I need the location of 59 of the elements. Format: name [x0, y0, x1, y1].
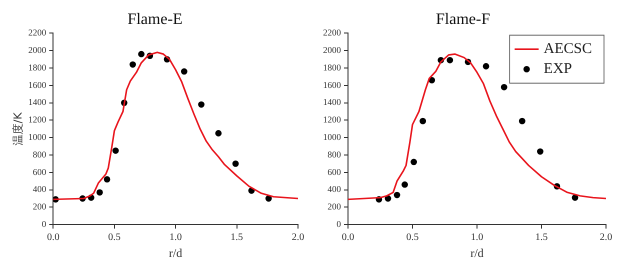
x-tick-label: 0.0 — [46, 232, 60, 244]
y-tick-label: 2200 — [323, 28, 342, 38]
point — [138, 50, 145, 58]
y-tick-label: 800 — [328, 149, 342, 160]
y-tick-label: 600 — [32, 166, 47, 177]
point — [482, 63, 490, 70]
y-tick-label: 400 — [32, 184, 47, 194]
legend-label: EXP — [544, 61, 572, 78]
x-tick-label: 2.0 — [292, 232, 304, 244]
y-tick-label: 1600 — [323, 80, 342, 90]
point — [500, 84, 508, 90]
point — [180, 68, 188, 75]
point — [537, 148, 544, 155]
x-tick-label: 1.0 — [470, 232, 484, 244]
point — [232, 160, 239, 167]
y-tick-label: 400 — [328, 184, 342, 194]
y-tick-label: 1400 — [323, 97, 342, 108]
x-tick-label: 0.5 — [406, 232, 419, 244]
y-tick-label: 1200 — [28, 114, 47, 125]
y-tick-label: 1200 — [323, 114, 342, 125]
point — [518, 118, 526, 124]
y-tick-label: 0 — [336, 218, 342, 229]
point — [215, 130, 222, 136]
point — [130, 61, 136, 68]
y-tick-label: 2000 — [323, 44, 342, 55]
y-tick-label: 1000 — [28, 132, 47, 142]
point — [420, 118, 426, 124]
point — [104, 176, 110, 183]
point — [394, 192, 400, 198]
y-tick-label: 1400 — [28, 97, 47, 108]
y-tick-label: 600 — [328, 166, 342, 177]
x-axis-title: r/d — [470, 246, 484, 260]
point — [402, 181, 408, 188]
y-tick-label: 2200 — [28, 28, 47, 38]
point — [112, 147, 119, 154]
y-tick-label: 800 — [32, 149, 47, 160]
x-tick-label: 1.0 — [169, 232, 182, 244]
y-tick-label: 2000 — [28, 44, 47, 55]
y-tick-label: 0 — [42, 218, 47, 229]
y-tick-label: 200 — [32, 202, 47, 212]
x-axis-title: r/d — [168, 246, 182, 260]
point — [96, 189, 103, 196]
point — [446, 56, 454, 64]
point — [198, 101, 205, 108]
y-tick-label: 1800 — [28, 62, 47, 72]
y-axis-title: 温度/K — [11, 112, 24, 146]
y-tick-label: 1000 — [323, 132, 342, 142]
y-tick-label: 1600 — [28, 80, 47, 90]
x-tick-label: 0.0 — [342, 232, 354, 244]
x-tick-label: 2.0 — [600, 232, 612, 244]
y-tick-label: 1800 — [323, 62, 342, 72]
y-tick-label: 200 — [328, 202, 342, 212]
x-tick-label: 1.5 — [230, 232, 244, 244]
point — [410, 158, 417, 166]
x-tick-label: 1.5 — [535, 232, 548, 244]
legend-label: AECSC — [544, 41, 592, 58]
x-tick-label: 0.5 — [108, 232, 121, 244]
chart-title: Flame-E — [127, 10, 183, 28]
chart-title: Flame-F — [436, 10, 490, 28]
